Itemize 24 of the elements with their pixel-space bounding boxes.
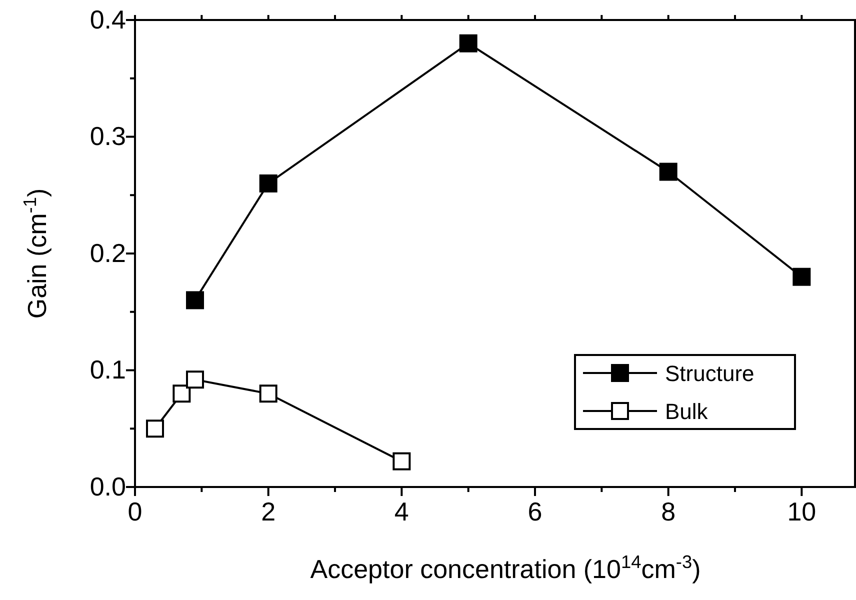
y-tick-label: 0.3: [90, 121, 126, 152]
point: [392, 452, 411, 470]
x-axis-title: Acceptor concentration (10$^{14}$cm$^{-3}$): [310, 552, 701, 584]
y-tick-label: 0.0: [90, 471, 126, 502]
x-tick-label: 0: [128, 496, 142, 527]
x-tick-label: 2: [261, 496, 276, 527]
y-tick-label: 0.2: [90, 238, 126, 268]
x-tick-label: 4: [394, 496, 409, 527]
point: [172, 384, 191, 403]
point: [186, 370, 204, 389]
point: [659, 162, 678, 181]
legend-label: Bulk: [665, 399, 709, 424]
x-tick-label: 10: [787, 496, 816, 527]
x-tick-label: 8: [661, 496, 676, 527]
point: [459, 34, 478, 52]
point: [259, 174, 278, 192]
point: [186, 291, 204, 310]
x-tick-label: 6: [528, 496, 542, 527]
legend-label: Structure: [665, 361, 754, 386]
point: [792, 268, 811, 286]
point: [259, 384, 278, 403]
y-tick-label: 0.4: [90, 4, 126, 34]
point: [146, 420, 164, 438]
y-tick-label: 0.1: [90, 354, 126, 385]
